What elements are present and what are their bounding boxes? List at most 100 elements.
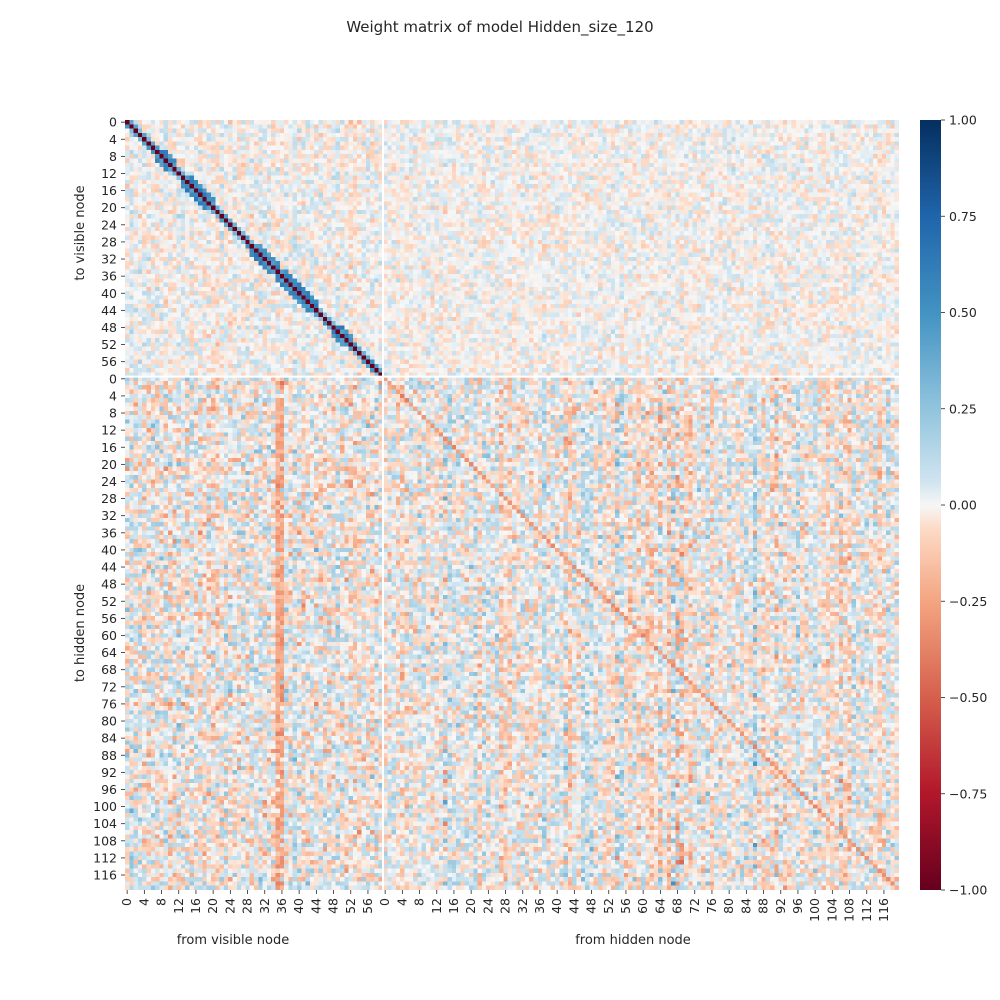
x-tick-label: 44 xyxy=(566,898,581,914)
y-tick-label: 76 xyxy=(101,696,117,711)
x-ticks: 0 4 8 12 16 20 24 28 32 36 40 44 48 52 56 0 4 8 12 16 20 24 28… xyxy=(119,890,891,922)
x-tick-label: 8 xyxy=(412,898,427,906)
y-tick-label: 12 xyxy=(101,423,117,438)
x-tick-label: 76 xyxy=(704,898,719,914)
x-tick-label: 0 xyxy=(119,898,134,906)
y-tick-label: 52 xyxy=(101,337,117,352)
y-tick-label: 32 xyxy=(101,252,117,267)
x-tick-label: 16 xyxy=(446,898,461,914)
x-tick-label: 36 xyxy=(274,898,289,914)
heatmap-grid xyxy=(125,120,899,890)
y-tick-label: 60 xyxy=(101,628,117,643)
colorbar-tick-label: 0.25 xyxy=(949,401,977,416)
y-tick-label: 40 xyxy=(101,286,117,301)
colorbar-tick-label: −1.00 xyxy=(949,883,987,898)
colorbar-tick-label: −0.50 xyxy=(949,690,987,705)
x-tick-label: 92 xyxy=(773,898,788,914)
y-tick-label: 68 xyxy=(101,662,117,677)
x-tick-label: 112 xyxy=(859,898,874,922)
x-tick-label: 44 xyxy=(308,898,323,914)
y-tick-label: 24 xyxy=(101,474,117,489)
colorbar-ticks: 1.00 0.75 0.50 0.25 0.00 −0.25 −0.50 −0.75 −1.00 xyxy=(941,113,987,898)
x-tick-label: 100 xyxy=(807,898,822,922)
y-tick-label: 0 xyxy=(109,115,117,130)
x-tick-label: 68 xyxy=(670,898,685,914)
x-tick-label: 72 xyxy=(687,898,702,914)
x-tick-label: 32 xyxy=(257,898,272,914)
x-tick-label: 116 xyxy=(876,898,891,922)
y-tick-label: 4 xyxy=(109,388,117,403)
y-tick-label: 116 xyxy=(93,868,117,883)
x-tick-label: 28 xyxy=(240,898,255,914)
y-tick-label: 40 xyxy=(101,542,117,557)
colorbar-tick-label: 0.00 xyxy=(949,498,977,513)
y-tick-label: 0 xyxy=(109,371,117,386)
x-tick-label: 24 xyxy=(480,898,495,914)
y-tick-label: 104 xyxy=(93,816,117,831)
x-axis-label-hidden: from hidden node xyxy=(575,933,691,948)
x-tick-label: 104 xyxy=(824,898,839,922)
x-tick-label: 4 xyxy=(136,898,151,906)
y-tick-label: 88 xyxy=(101,748,117,763)
y-tick-label: 92 xyxy=(101,765,117,780)
y-tick-label: 108 xyxy=(93,833,117,848)
x-tick-label: 40 xyxy=(291,898,306,914)
y-tick-label: 20 xyxy=(101,200,117,215)
y-tick-label: 8 xyxy=(109,406,117,421)
colorbar-tick-label: −0.75 xyxy=(949,786,987,801)
y-tick-label: 52 xyxy=(101,594,117,609)
colorbar-tick-label: 1.00 xyxy=(949,113,977,128)
y-tick-label: 28 xyxy=(101,491,117,506)
x-tick-label: 16 xyxy=(188,898,203,914)
y-tick-label: 48 xyxy=(101,320,117,335)
x-tick-label: 28 xyxy=(498,898,513,914)
x-tick-label: 0 xyxy=(377,898,392,906)
y-tick-label: 44 xyxy=(101,560,117,575)
colorbar-tick-label: −0.25 xyxy=(949,594,987,609)
x-tick-label: 12 xyxy=(171,898,186,914)
x-tick-label: 96 xyxy=(790,898,805,914)
x-tick-label: 48 xyxy=(584,898,599,914)
x-tick-label: 52 xyxy=(343,898,358,914)
x-tick-label: 52 xyxy=(601,898,616,914)
x-tick-label: 32 xyxy=(515,898,530,914)
x-tick-label: 40 xyxy=(549,898,564,914)
y-tick-label: 36 xyxy=(101,525,117,540)
y-tick-label: 36 xyxy=(101,269,117,284)
y-tick-label: 28 xyxy=(101,234,117,249)
x-tick-label: 56 xyxy=(360,898,375,914)
x-tick-label: 8 xyxy=(154,898,169,906)
y-tick-label: 80 xyxy=(101,714,117,729)
y-tick-label: 12 xyxy=(101,166,117,181)
x-tick-label: 84 xyxy=(738,898,753,914)
x-axis-label-visible: from visible node xyxy=(177,933,290,948)
y-tick-label: 84 xyxy=(101,731,117,746)
y-axis-label-visible: to visible node xyxy=(73,185,88,280)
y-ticks: 0481216202428323640444852560481216202428… xyxy=(93,115,125,883)
y-tick-label: 16 xyxy=(101,440,117,455)
x-tick-label: 64 xyxy=(652,898,667,914)
y-tick-label: 56 xyxy=(101,611,117,626)
y-tick-label: 4 xyxy=(109,132,117,147)
colorbar xyxy=(920,120,941,890)
y-tick-label: 32 xyxy=(101,508,117,523)
y-tick-label: 8 xyxy=(109,149,117,164)
x-tick-label: 36 xyxy=(532,898,547,914)
y-tick-label: 100 xyxy=(93,799,117,814)
y-tick-label: 96 xyxy=(101,782,117,797)
x-tick-label: 20 xyxy=(205,898,220,914)
y-axis-label-hidden: to hidden node xyxy=(73,584,88,682)
x-tick-label: 88 xyxy=(756,898,771,914)
y-tick-label: 64 xyxy=(101,645,117,660)
x-tick-label: 56 xyxy=(618,898,633,914)
y-tick-label: 72 xyxy=(101,679,117,694)
colorbar-tick-label: 0.50 xyxy=(949,305,977,320)
x-tick-label: 80 xyxy=(721,898,736,914)
y-tick-label: 44 xyxy=(101,303,117,318)
x-tick-label: 12 xyxy=(429,898,444,914)
x-tick-label: 20 xyxy=(463,898,478,914)
chart-title: Weight matrix of model Hidden_size_120 xyxy=(346,18,653,37)
x-tick-label: 60 xyxy=(635,898,650,914)
